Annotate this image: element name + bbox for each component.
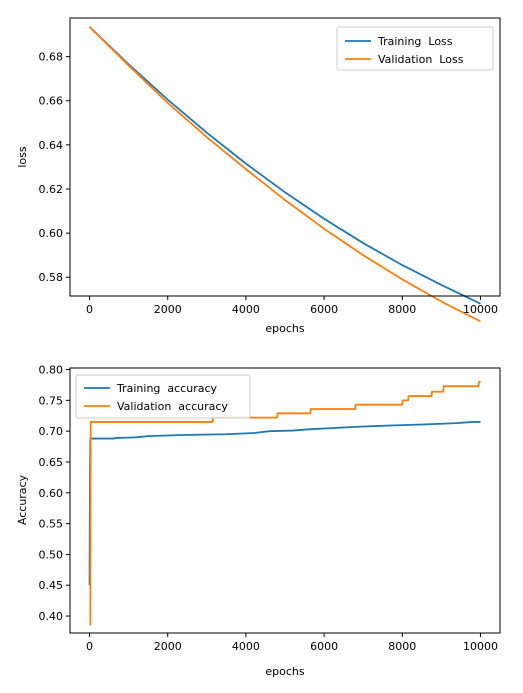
accuracy-chart: 0 2000 4000 6000 8000 10000 0.400.450.500.550… [16,364,501,678]
loss-series-layer [88,26,481,323]
accuracy-y-tick-label: 0.70 [39,425,64,438]
accuracy-x-ticks: 0 2000 4000 6000 8000 10000 [86,633,498,653]
loss-chart: 0 2000 4000 6000 8000 10000 0.580.600.620.640… [16,17,501,335]
accuracy-legend: Training accuracy Validation accuracy [75,374,251,419]
accuracy-y-tick-label: 0.60 [39,487,64,500]
loss-x-tick-label: 2000 [154,303,182,316]
loss-x-ticks: 0 2000 4000 6000 8000 10000 [86,296,498,316]
accuracy-series-layer [88,380,481,626]
accuracy-legend-label-validation: Validation accuracy [117,400,228,413]
loss-y-ticks: 0.58 0.60 0.62 0.64 0.66 0.68 [39,51,70,284]
accuracy-x-tick-label: 8000 [388,640,416,653]
accuracy-x-tick-label: 4000 [232,640,260,653]
loss-plot-frame [69,17,501,297]
accuracy-y-tick-label: 0.75 [39,394,64,407]
loss-legend-label-training: Training Loss [377,35,453,48]
loss-x-tick-label: 4000 [232,303,260,316]
loss-y-tick-label: 0.62 [39,183,64,196]
accuracy-x-tick-label: 2000 [154,640,182,653]
loss-series-validation-line [88,26,481,323]
loss-x-tick-label: 6000 [310,303,338,316]
accuracy-y-tick-label: 0.45 [39,579,64,592]
loss-legend-box [336,26,494,71]
accuracy-x-axis-label: epochs [265,665,304,678]
accuracy-legend-label-training: Training accuracy [116,382,218,395]
accuracy-x-tick-label: 10000 [463,640,498,653]
loss-legend-label-validation: Validation Loss [378,53,464,66]
loss-y-tick-label: 0.60 [39,227,64,240]
accuracy-plot-frame [69,367,501,634]
accuracy-y-tick-label: 0.55 [39,518,64,531]
loss-y-tick-label: 0.64 [39,139,64,152]
loss-x-tick-label: 8000 [388,303,416,316]
loss-x-axis-label: epochs [265,322,304,335]
loss-y-axis-label: loss [16,146,29,168]
accuracy-y-axis-label: Accuracy [16,474,29,525]
loss-x-tick-label: 10000 [463,303,498,316]
accuracy-y-ticks: 0.40 0.45 0.50 0.55 0.60 0.65 0.70 0.75 0.80 [39,364,70,623]
accuracy-x-tick-label: 0 [86,640,93,653]
accuracy-x-tick-label: 6000 [310,640,338,653]
loss-x-tick-label: 0 [86,303,93,316]
accuracy-series-training-line [88,421,481,586]
accuracy-y-tick-label: 0.80 [39,364,64,377]
loss-y-tick-label: 0.66 [39,95,64,108]
loss-y-tick-label: 0.68 [39,51,64,64]
accuracy-legend-box [75,374,251,419]
loss-y-tick-label: 0.58 [39,271,64,284]
accuracy-y-tick-label: 0.40 [39,610,64,623]
accuracy-series-validation-line [89,380,481,626]
loss-legend: Training Loss Validation Loss [336,26,494,71]
accuracy-y-tick-label: 0.65 [39,456,64,469]
loss-series-training-line [88,26,481,305]
accuracy-y-tick-label: 0.50 [39,548,64,561]
